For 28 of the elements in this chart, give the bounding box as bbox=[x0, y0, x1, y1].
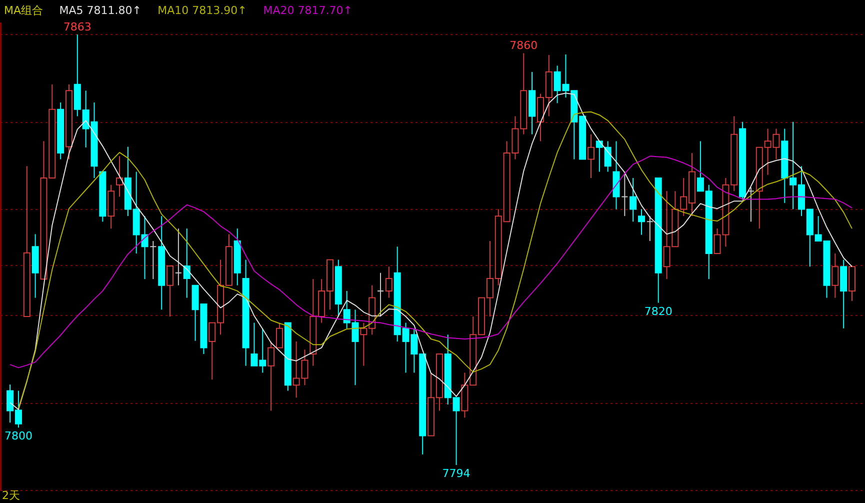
annotation: 7860 bbox=[510, 39, 538, 52]
candlestick bbox=[150, 240, 157, 280]
candlestick bbox=[276, 322, 283, 348]
candlestick bbox=[587, 134, 594, 178]
candlestick bbox=[116, 156, 124, 198]
candlestick bbox=[747, 186, 754, 222]
text: MA20 7817.70↑ bbox=[263, 4, 352, 17]
annotation: 2天 bbox=[2, 489, 20, 502]
candlestick bbox=[174, 228, 182, 286]
candlestick bbox=[166, 265, 174, 318]
candlestick bbox=[646, 216, 654, 242]
annotation: 7800 bbox=[4, 430, 32, 443]
candlestick bbox=[385, 266, 392, 298]
candlestick bbox=[621, 171, 628, 217]
candlestick bbox=[377, 272, 384, 318]
candlestick bbox=[183, 228, 190, 298]
annotation: 7863 bbox=[63, 20, 92, 34]
candlestick bbox=[604, 140, 612, 172]
candlestick bbox=[596, 140, 603, 172]
candlestick bbox=[638, 208, 646, 236]
legend-title: MA组合 bbox=[4, 4, 44, 17]
text: MA5 7811.80↑ bbox=[59, 4, 142, 17]
annotation: 7794 bbox=[442, 467, 470, 480]
candlestick bbox=[832, 253, 839, 298]
annotation: 7820 bbox=[644, 304, 672, 318]
candlestick bbox=[268, 340, 275, 412]
text: MA10 7813.90↑ bbox=[158, 4, 247, 17]
candlestick bbox=[630, 178, 637, 222]
